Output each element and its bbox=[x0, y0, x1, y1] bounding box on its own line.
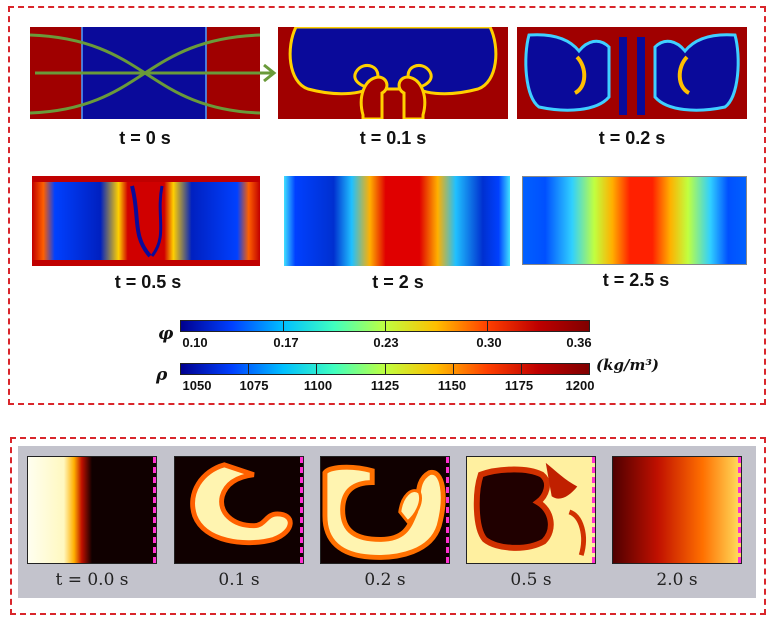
bottom-panel-t02 bbox=[320, 456, 450, 564]
rho-tick: 1175 bbox=[504, 378, 534, 393]
top-frame bbox=[8, 6, 766, 405]
panel-t0 bbox=[30, 27, 260, 119]
bottom-panel-t20 bbox=[612, 456, 742, 564]
rho-tick: 1100 bbox=[303, 378, 333, 393]
rho-tick: 1200 bbox=[565, 378, 595, 393]
bottom-frame bbox=[10, 437, 766, 615]
label-t05: t = 0.5 s bbox=[114, 272, 182, 292]
bottom-label-t20: 2.0 s bbox=[656, 570, 698, 590]
bottom-label-t02: 0.2 s bbox=[364, 570, 406, 590]
bottom-label-t01: 0.1 s bbox=[218, 570, 260, 590]
rho-tick: 1075 bbox=[239, 378, 269, 393]
rho-tick: 1050 bbox=[182, 378, 212, 393]
panel-t2 bbox=[284, 176, 510, 266]
bottom-panel-t01 bbox=[174, 456, 304, 564]
panel-t02 bbox=[517, 27, 747, 119]
bottom-label-t05: 0.5 s bbox=[510, 570, 552, 590]
phi-tick: 0.17 bbox=[273, 335, 299, 350]
bottom-label-t00: t = 0.0 s bbox=[55, 570, 129, 590]
arrow-icon bbox=[250, 63, 277, 83]
phi-tick: 0.30 bbox=[476, 335, 502, 350]
label-t25: t = 2.5 s bbox=[602, 270, 670, 290]
rho-symbol: ρ bbox=[156, 365, 168, 385]
phi-tick: 0.36 bbox=[566, 335, 592, 350]
label-t01: t = 0.1 s bbox=[359, 128, 427, 148]
panel-t25 bbox=[522, 176, 747, 265]
phi-tick: 0.10 bbox=[182, 335, 208, 350]
bottom-panel-t00 bbox=[27, 456, 157, 564]
label-t0: t = 0 s bbox=[119, 128, 171, 148]
rho-unit: (kg/m³) bbox=[596, 356, 659, 374]
label-t02: t = 0.2 s bbox=[598, 128, 666, 148]
rho-tick: 1150 bbox=[437, 378, 467, 393]
rho-tick: 1125 bbox=[370, 378, 400, 393]
bottom-panel-t05 bbox=[466, 456, 596, 564]
label-t2: t = 2 s bbox=[372, 272, 424, 292]
phi-tick: 0.23 bbox=[373, 335, 399, 350]
phi-symbol: φ bbox=[158, 324, 174, 344]
panel-t05 bbox=[32, 176, 260, 266]
panel-t01 bbox=[278, 27, 508, 119]
